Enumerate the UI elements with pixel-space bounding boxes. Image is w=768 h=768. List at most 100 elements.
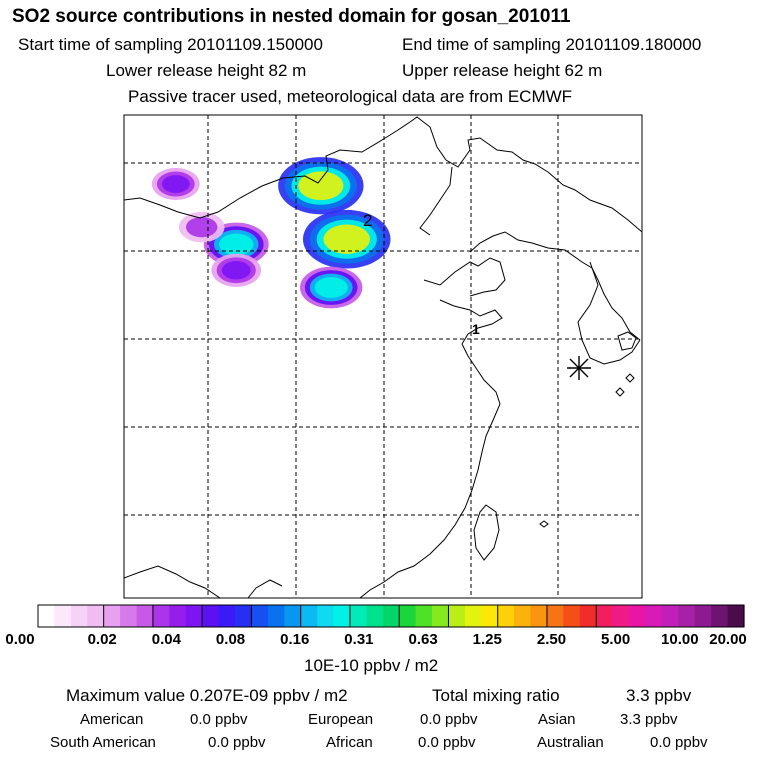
region-asian-name: Asian xyxy=(538,711,576,728)
east-coast xyxy=(359,343,501,598)
colorbar-cell xyxy=(596,605,614,627)
colorbar-cell xyxy=(546,605,564,627)
tracer-note: Passive tracer used, meteorological data… xyxy=(128,87,573,106)
colorbar-cell xyxy=(87,605,105,627)
colorbar-cell xyxy=(448,605,466,627)
maximum-value: Maximum value 0.207E-09 ppbv / m2 xyxy=(66,686,348,705)
map-label-1: 1 xyxy=(472,321,480,337)
region-african-value: 0.0 ppbv xyxy=(418,734,476,751)
total-mixing-value: 3.3 ppbv xyxy=(626,686,692,705)
colorbar-cell xyxy=(530,605,548,627)
colorbar-tick-label: 0.63 xyxy=(408,631,438,648)
colorbar-tick-label: 0.31 xyxy=(344,631,374,648)
plume-contour xyxy=(161,175,190,193)
colorbar-cell xyxy=(612,605,630,627)
island-3 xyxy=(539,520,549,528)
end-time: End time of sampling 20101109.180000 xyxy=(402,35,702,54)
lower-release-height: Lower release height 82 m xyxy=(106,61,307,80)
colorbar-cell xyxy=(235,605,253,627)
region-european-value: 0.0 ppbv xyxy=(420,711,478,728)
plume-contour xyxy=(323,224,370,254)
colorbar-cell xyxy=(202,605,220,627)
shandong-coast xyxy=(439,299,503,345)
colorbar-cell xyxy=(497,605,515,627)
colorbar-tick-label: 10.00 xyxy=(661,631,699,648)
colorbar-tick-label: 0.16 xyxy=(280,631,310,648)
island-1 xyxy=(625,373,635,383)
colorbar-tick-label: 1.25 xyxy=(472,631,502,648)
colorbar-cell xyxy=(54,605,72,627)
colorbar-tick-label: 5.00 xyxy=(601,631,631,648)
region-south-american-value: 0.0 ppbv xyxy=(208,734,266,751)
colorbar-cell xyxy=(152,605,170,627)
plume-contour xyxy=(218,233,254,256)
plume-contour xyxy=(221,261,251,280)
colorbar-cell xyxy=(563,605,581,627)
region-american-name: American xyxy=(80,711,144,728)
region-american-value: 0.0 ppbv xyxy=(190,711,248,728)
korea-north-border xyxy=(469,231,641,341)
region-australian-name: Australian xyxy=(537,734,604,751)
border-north xyxy=(124,116,549,219)
colorbar-tick-label: 20.00 xyxy=(709,631,747,648)
colorbar-cell xyxy=(300,605,318,627)
colorbar-cell xyxy=(366,605,384,627)
colorbar-cell xyxy=(185,605,203,627)
bohai-coast xyxy=(423,257,506,297)
colorbar-tick-label: 0.04 xyxy=(151,631,181,648)
colorbar-cell xyxy=(267,605,285,627)
colorbar-tick-label: 2.50 xyxy=(536,631,567,648)
south-border xyxy=(124,565,221,598)
map-label-2: 2 xyxy=(363,211,372,230)
map-panel: 2 1 xyxy=(123,114,643,599)
region-australian-value: 0.0 ppbv xyxy=(650,734,708,751)
colorbar-cell xyxy=(399,605,417,627)
total-mixing-label: Total mixing ratio xyxy=(432,686,560,705)
colorbar-cell xyxy=(415,605,433,627)
region-asian-value: 3.3 ppbv xyxy=(620,711,678,728)
colorbar-cells xyxy=(38,605,745,627)
colorbar-frame xyxy=(37,604,745,628)
island-2 xyxy=(615,387,625,397)
colorbar-tick-label: 0.02 xyxy=(87,631,117,648)
korea-peninsula xyxy=(577,261,641,365)
colorbar-cell xyxy=(218,605,236,627)
colorbar-tick-label: 0.00 xyxy=(5,631,35,648)
colorbar-cell xyxy=(38,605,56,627)
receptor-star-marker xyxy=(567,356,591,380)
colorbar-cell xyxy=(317,605,335,627)
plume-contour xyxy=(314,277,348,298)
region-european-name: European xyxy=(308,711,374,728)
colorbar-cell xyxy=(711,605,729,627)
colorbar-cell xyxy=(661,605,679,627)
colorbar-unit: 10E-10 ppbv / m2 xyxy=(304,656,439,675)
colorbar-cell xyxy=(382,605,400,627)
colorbar-cell xyxy=(579,605,597,627)
colorbar-cell xyxy=(169,605,187,627)
colorbar-cell xyxy=(514,605,532,627)
colorbar-cell xyxy=(251,605,269,627)
colorbar-cell xyxy=(136,605,154,627)
colorbar-cell xyxy=(629,605,647,627)
map-frame xyxy=(123,114,643,599)
japan-fragment xyxy=(617,331,637,351)
colorbar-cell xyxy=(284,605,302,627)
colorbar-cell xyxy=(70,605,88,627)
colorbar-cell xyxy=(432,605,450,627)
colorbar-cell xyxy=(678,605,696,627)
plume-contour xyxy=(186,216,218,238)
upper-release-height: Upper release height 62 m xyxy=(402,61,603,80)
region-south-american-name: South American xyxy=(50,734,156,751)
taiwan-island xyxy=(473,504,500,561)
border-northeast xyxy=(547,171,642,233)
colorbar-cell xyxy=(645,605,663,627)
colorbar-cell xyxy=(349,605,367,627)
colorbar-cell xyxy=(727,605,745,627)
colorbar-cell xyxy=(103,605,121,627)
colorbar-cell xyxy=(120,605,138,627)
chart-title: SO2 source contributions in nested domai… xyxy=(12,6,571,27)
map-grid xyxy=(124,115,642,598)
region-african-name: African xyxy=(326,734,373,751)
south-coast xyxy=(247,579,283,598)
colorbar-cell xyxy=(481,605,499,627)
